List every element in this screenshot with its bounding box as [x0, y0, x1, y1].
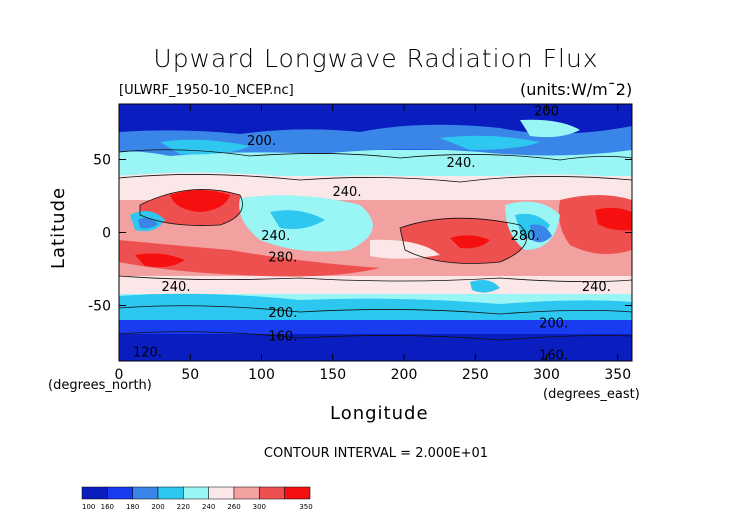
- x-axis-unit-note-east: (degrees_east): [543, 387, 640, 402]
- contour-label: 200.: [268, 306, 297, 321]
- colorbar-swatch: [233, 486, 260, 500]
- colorbar-label: 300: [253, 503, 266, 511]
- x-tick-label: 300: [533, 367, 560, 383]
- colorbar-swatch: [183, 486, 209, 500]
- contour-lines: [119, 149, 632, 341]
- contour-label: 240.: [582, 280, 611, 295]
- y-axis: 50 0 -50: [88, 152, 632, 315]
- colorbar-swatch: [284, 486, 311, 500]
- colorbar-swatch: [132, 486, 159, 500]
- x-axis-unit-note: (degrees_north): [48, 378, 152, 393]
- x-tick-label: 150: [319, 367, 346, 383]
- y-axis-label: Latitude: [48, 186, 69, 269]
- contour-label: 240.: [333, 185, 362, 200]
- contour-label: 280.: [511, 229, 540, 244]
- file-label: [ULWRF_1950-10_NCEP.nc]: [119, 83, 294, 98]
- y-tick-label: 50: [93, 152, 111, 168]
- colorbar-swatch: [259, 486, 285, 500]
- colorbar-label: 160: [101, 503, 114, 511]
- x-tick-label: 100: [248, 367, 275, 383]
- colorbar-label: 180: [126, 503, 139, 511]
- colorbar-swatch: [208, 486, 235, 500]
- colorbar-label: 240: [202, 503, 215, 511]
- x-tick-label: 0: [115, 367, 124, 383]
- contour-label: 240.: [261, 229, 290, 244]
- contour-label: 240.: [447, 156, 476, 171]
- y-tick-label: -50: [88, 299, 111, 315]
- x-tick-label: 250: [462, 367, 489, 383]
- units-label: (units:W/m¯2): [520, 80, 633, 99]
- contour-label: 120.: [133, 346, 162, 361]
- contour-interval-label: CONTOUR INTERVAL = 2.000E+01: [263, 446, 489, 461]
- contour-label: 160.: [268, 330, 297, 345]
- contour-label: 200.: [247, 134, 276, 149]
- colorbar-label: 200: [151, 503, 164, 511]
- x-axis-label: Longitude: [330, 403, 429, 424]
- chart-title: Upward Longwave Radiation Flux: [153, 44, 599, 73]
- contour-label: 240.: [162, 280, 191, 295]
- x-tick-label: 200: [391, 367, 418, 383]
- colorbar: 100 160 180 200 220 240 260 300 350: [81, 486, 313, 511]
- contour-labels: 200. 200 240. 240. 240. 280. 280. 240. 240. 200. 2…: [133, 105, 611, 364]
- contour-label: 200: [534, 105, 559, 120]
- x-tick-label: 50: [181, 367, 199, 383]
- heatmap-field: [119, 104, 632, 361]
- colorbar-swatch: [81, 486, 108, 500]
- contour-label: 200.: [539, 316, 568, 331]
- y-tick-label: 0: [102, 226, 111, 242]
- colorbar-label: 350: [299, 503, 312, 511]
- colorbar-swatch: [107, 486, 133, 500]
- x-tick-label: 350: [604, 367, 631, 383]
- colorbar-label: 260: [227, 503, 240, 511]
- x-axis: 0 50 100 150 200 250 300 350: [115, 104, 631, 383]
- colorbar-label: 100: [82, 503, 95, 511]
- colorbar-label: 220: [177, 503, 190, 511]
- contour-label: 280.: [268, 251, 297, 266]
- contour-label: 160.: [539, 349, 568, 364]
- colorbar-swatch: [157, 486, 184, 500]
- y-axis-label-wrap: Latitude: [48, 151, 69, 269]
